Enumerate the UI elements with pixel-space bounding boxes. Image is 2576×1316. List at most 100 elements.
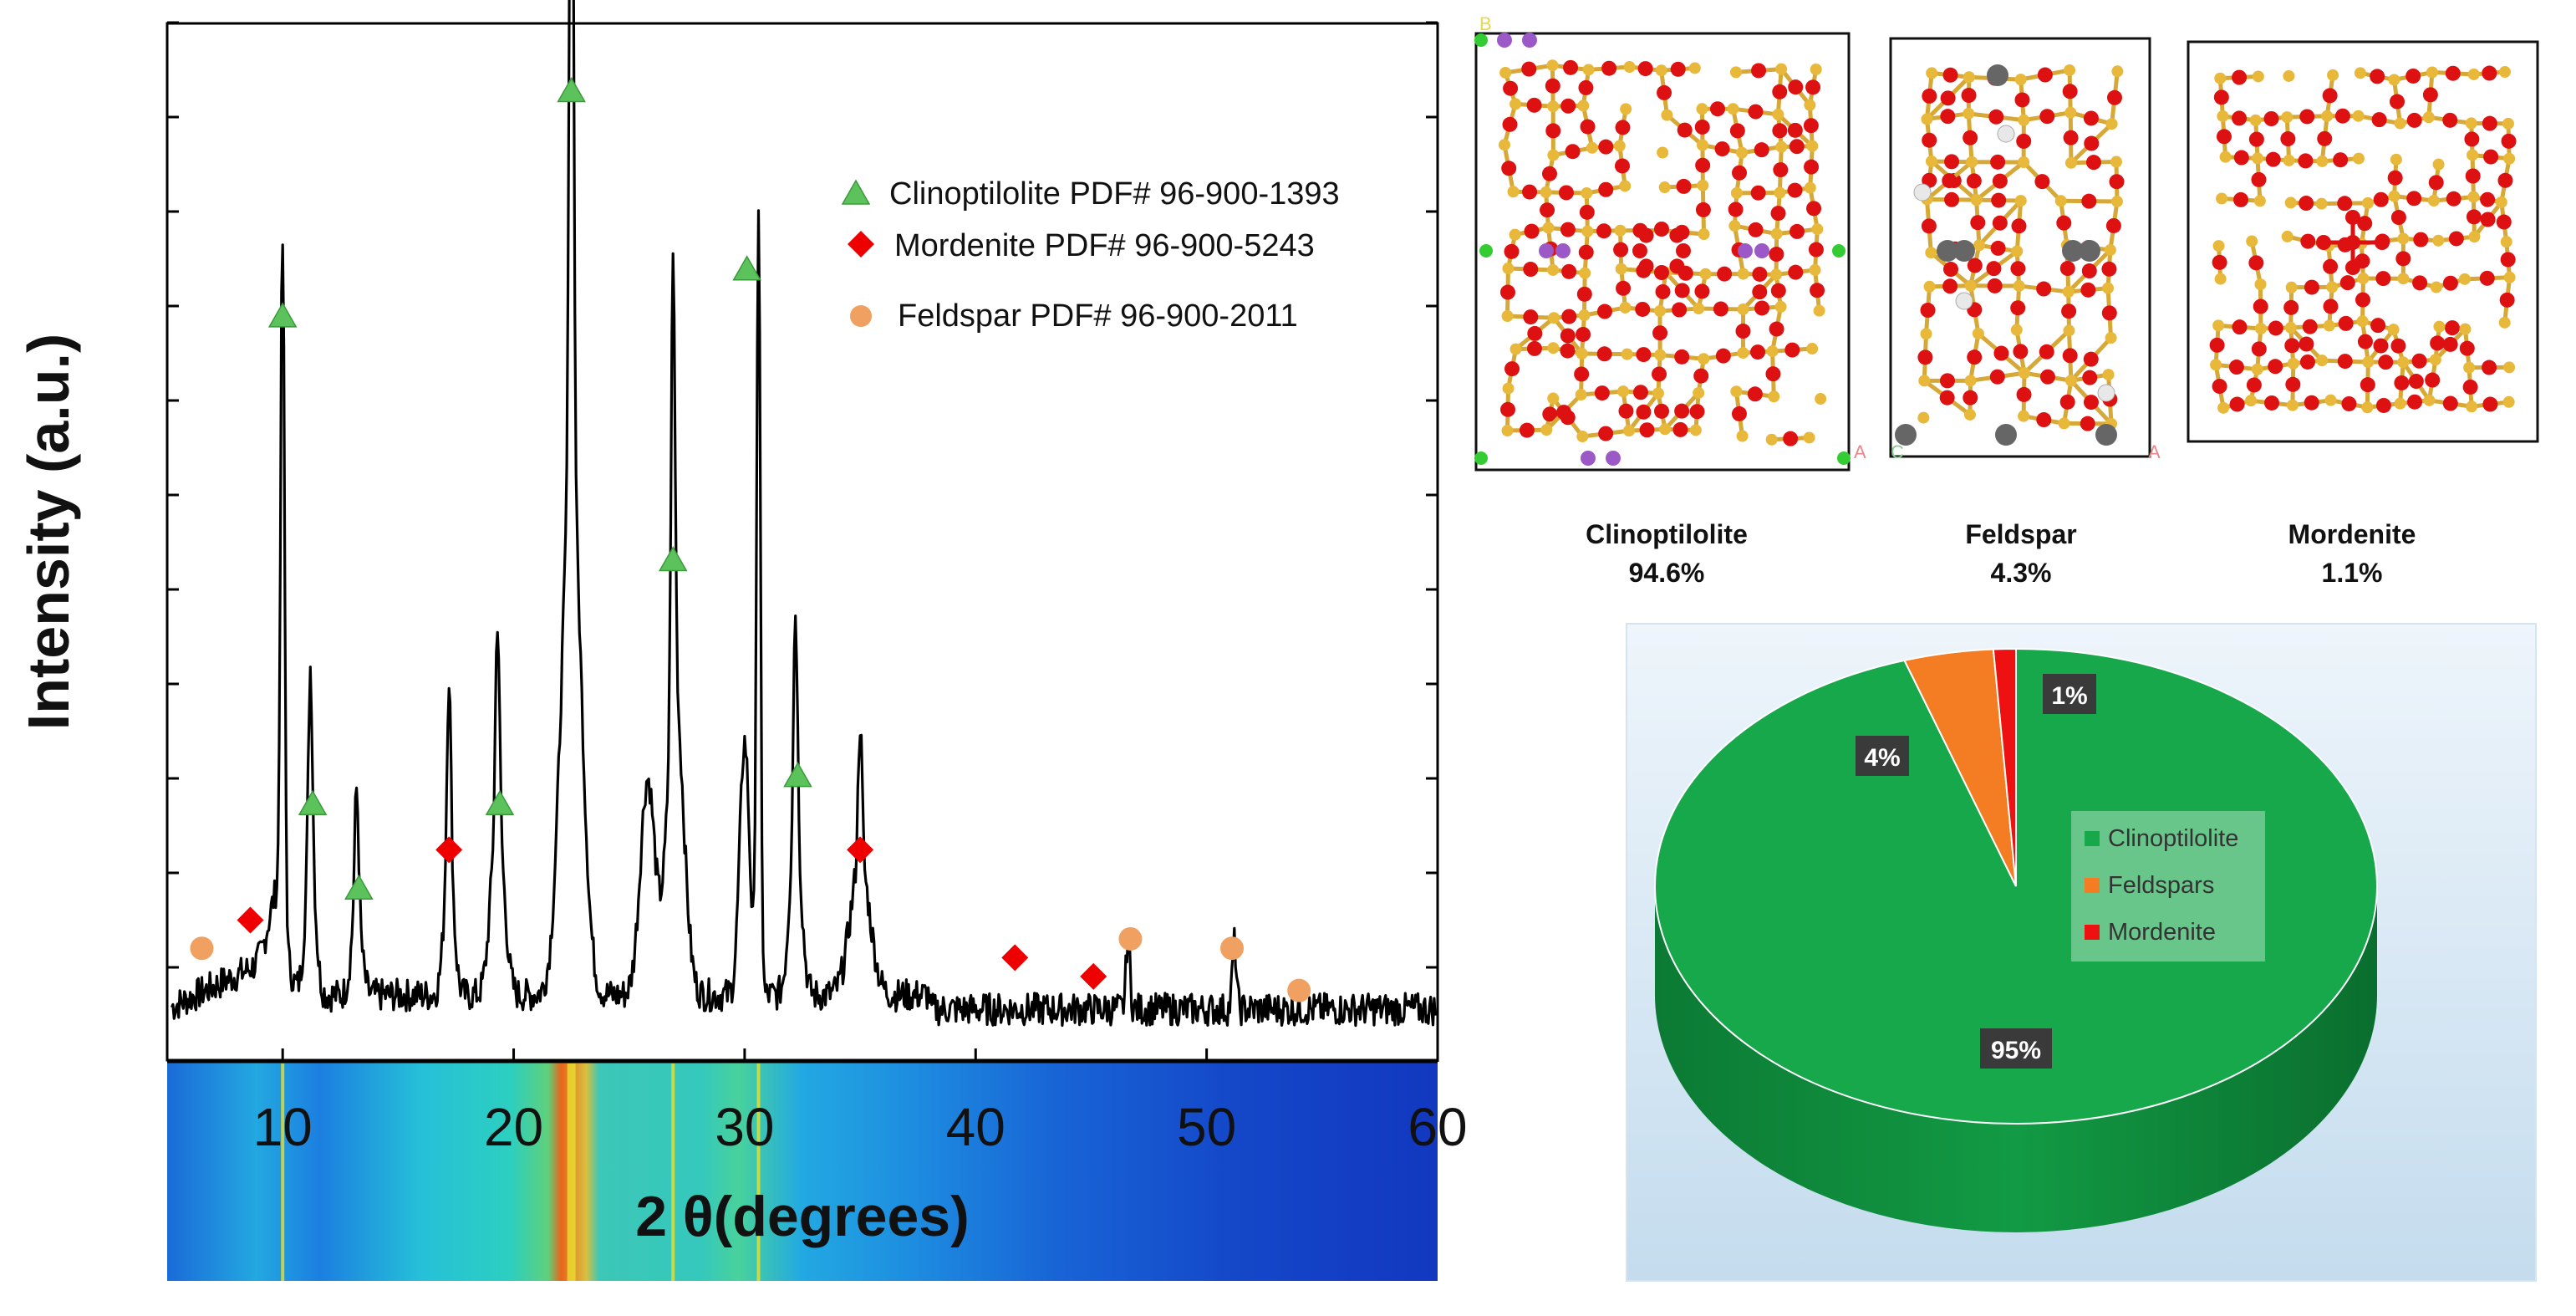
silicon-atom [1575, 389, 1587, 401]
oxygen-atom [1616, 280, 1632, 296]
unit-cell-mordenite [2187, 40, 2539, 443]
x-tick-label: 20 [484, 1097, 543, 1157]
x-tick-label: 50 [1177, 1097, 1236, 1157]
oxygen-atom [2299, 196, 2314, 212]
silicon-atom [1774, 300, 1787, 313]
oxygen-atom [2482, 65, 2497, 81]
silicon-atom [2286, 399, 2299, 411]
oxygen-atom [1942, 173, 1957, 189]
silicon-atom [1806, 343, 1819, 355]
silicon-atom [1737, 347, 1749, 360]
unit-cell-clinoptilolite [1474, 32, 1851, 472]
silicon-atom [2064, 156, 2077, 169]
silicon-atom [1768, 390, 1780, 403]
hydrogen-atom [2097, 384, 2115, 402]
oxygen-atom [2395, 251, 2411, 267]
oxygen-atom [2334, 108, 2350, 124]
silicon-atom [2214, 273, 2227, 285]
oxygen-atom [1674, 283, 1690, 298]
silicon-atom [1813, 304, 1825, 317]
pie-label-box [1980, 1028, 2052, 1069]
silicon-atom [2502, 117, 2514, 130]
oxygen-atom [1967, 258, 1983, 273]
oxygen-atom [2011, 218, 2027, 234]
silicon-atom [2018, 410, 2030, 422]
silicon-atom [2502, 395, 2515, 408]
oxygen-atom [1670, 61, 1686, 77]
silicon-atom [1765, 433, 1778, 446]
silicon-atom [1766, 345, 1779, 358]
oxygen-atom [2212, 254, 2227, 270]
oxygen-atom [1987, 278, 2003, 293]
oxygen-atom [2442, 336, 2458, 352]
cation-atom [2062, 240, 2084, 262]
oxygen-atom [2345, 260, 2360, 275]
oxygen-atom [1503, 80, 1519, 96]
oxygen-atom [2080, 416, 2095, 431]
silicon-atom [1736, 430, 1749, 442]
oxygen-atom [2304, 395, 2319, 411]
xrd-y-ticks [167, 21, 1438, 969]
silicon-atom [1621, 348, 1633, 360]
oxygen-atom [2013, 344, 2029, 360]
silicon-atom [1501, 425, 1514, 437]
oxygen-atom [1598, 426, 1614, 441]
oxygen-atom [2373, 338, 2389, 354]
oxygen-atom [1986, 261, 2002, 277]
oxygen-atom [2422, 87, 2438, 103]
oxygen-atom [1808, 242, 1824, 258]
oxygen-atom [1770, 283, 1786, 298]
silicon-atom [2327, 69, 2339, 81]
axis-letter-b: B [1479, 13, 1492, 34]
oxygen-atom [1654, 222, 1669, 237]
oxygen-atom [2501, 133, 2517, 149]
legend-mordenite: Mordenite PDF# 96-900-5243 [894, 228, 1315, 263]
oxygen-atom [1655, 283, 1671, 299]
oxygen-atom [2059, 394, 2075, 410]
oxygen-atom [2480, 191, 2496, 207]
silicon-atom [1698, 228, 1710, 241]
silicon-atom [1619, 301, 1632, 314]
oxygen-atom [2014, 92, 2030, 108]
oxygen-atom [2280, 131, 2296, 147]
oxygen-atom [2370, 318, 2386, 334]
silicon-atom [2397, 356, 2410, 369]
silicon-atom [2432, 234, 2445, 247]
oxygen-atom [2265, 151, 2281, 167]
silicon-atom [2433, 320, 2446, 333]
silicon-atom [2361, 401, 2374, 414]
silicon-atom [1772, 108, 1784, 120]
oxygen-atom [2373, 191, 2389, 207]
oxygen-atom [2442, 275, 2458, 291]
silicon-atom [1661, 109, 1673, 121]
cation-atom [1474, 33, 1488, 47]
silicon-atom [2388, 190, 2400, 202]
silicon-atom [1775, 140, 1788, 153]
oxygen-atom [1652, 325, 1668, 341]
oxygen-atom [1732, 165, 1748, 181]
oxygen-atom [1576, 326, 1591, 342]
silicon-atom [1964, 375, 1977, 387]
crystal-structures: B A C A Clinoptilolite 94.6% Feldspar 4.… [1474, 13, 2539, 588]
silicon-atom [2110, 195, 2123, 207]
pie-legend-feldspars: Feldspars [2108, 872, 2214, 899]
oxygen-atom [1526, 340, 1542, 356]
oxygen-atom [1963, 130, 1978, 145]
oxygen-atom [1939, 373, 1955, 389]
oxygen-atom [2425, 372, 2441, 388]
oxygen-atom [1921, 218, 1937, 234]
oxygen-atom [2387, 170, 2403, 186]
silicon-atom [2102, 282, 2115, 294]
oxygen-atom [1769, 321, 1784, 337]
cation-atom [1555, 243, 1571, 258]
oxygen-atom [1747, 386, 1763, 402]
oxygen-atom [1713, 301, 1728, 317]
silicon-atom [1499, 66, 1512, 79]
silicon-atom [1581, 225, 1594, 237]
cation-atom [2079, 240, 2100, 262]
mordenite-marker [847, 836, 874, 864]
oxygen-atom [2459, 340, 2475, 356]
oxygen-atom [1657, 84, 1672, 100]
silicon-atom [1652, 387, 1664, 400]
